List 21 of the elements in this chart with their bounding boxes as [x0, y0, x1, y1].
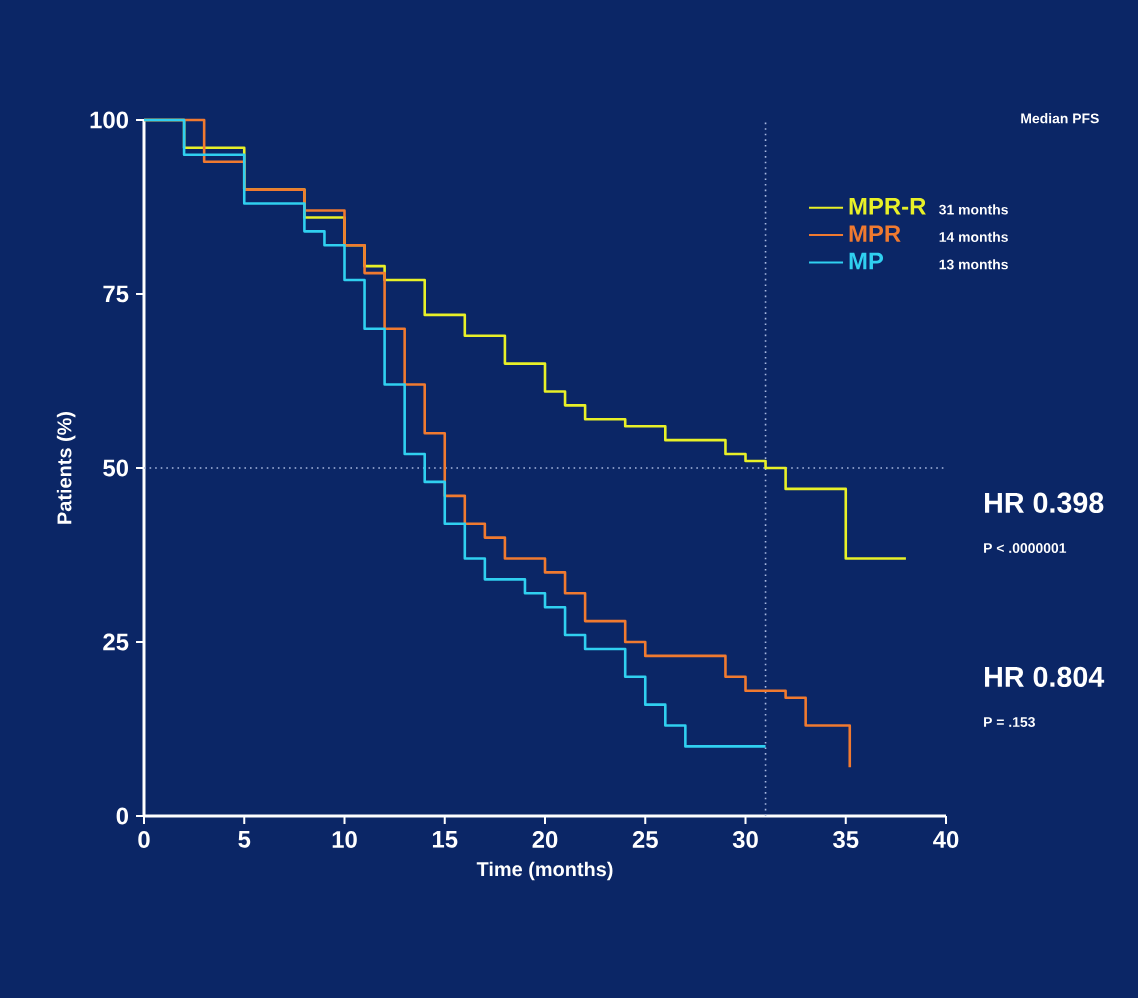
y-tick-label: 0 [116, 807, 129, 825]
text: HR 0.398 [985, 492, 1104, 513]
y-tick-label: 100 [90, 111, 128, 129]
legend-label: MP [849, 252, 884, 270]
x-tick-label: 20 [532, 831, 558, 848]
legend-label: MPR [849, 225, 901, 242]
x-tick-label: 0 [138, 831, 150, 848]
y-tick-label: 25 [103, 633, 129, 651]
x-tick-label: 5 [238, 831, 251, 848]
legend-label: MPR-R [849, 197, 926, 215]
text: HR 0.804 [985, 666, 1105, 687]
x-tick-label: 10 [332, 831, 357, 848]
x-axis-title: Time (months) [476, 861, 613, 881]
y-tick-label: 75 [103, 285, 129, 303]
x-tick-label: 35 [833, 831, 859, 848]
x-tick-label: 15 [432, 831, 458, 848]
y-tick-label: 50 [103, 459, 128, 477]
x-tick-label: 40 [933, 831, 959, 848]
x-tick-label: 25 [632, 831, 658, 848]
x-tick-label: 30 [732, 831, 758, 848]
y-axis-title: Patients (%) [56, 411, 76, 524]
